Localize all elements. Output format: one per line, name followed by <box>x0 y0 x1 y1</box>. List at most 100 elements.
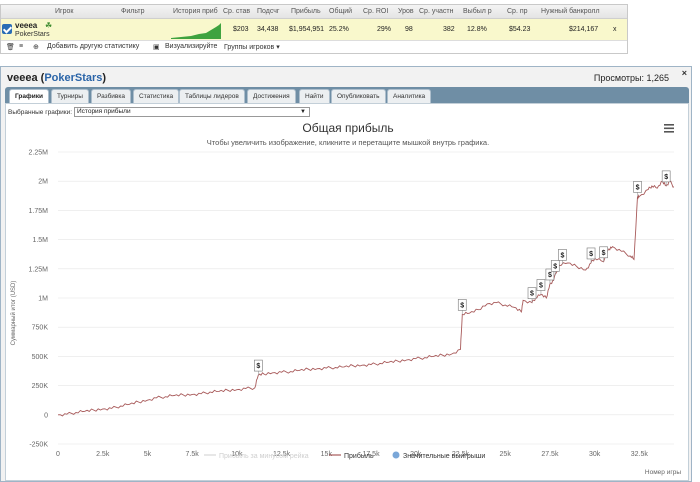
cell-avg-entrants: 382 <box>443 26 455 33</box>
svg-text:$: $ <box>602 250 606 257</box>
x-tick-label: 25k <box>500 451 512 458</box>
add-icon[interactable]: ⊕ <box>33 44 39 51</box>
tab-breakdown[interactable]: Разбивка <box>91 89 131 103</box>
tab-analytics[interactable]: Аналитика <box>387 89 432 103</box>
legend-item-big-wins[interactable]: Значительные выигрыши <box>403 453 485 460</box>
tab-leaderboards[interactable]: Таблицы лидеров <box>179 89 245 103</box>
big-win-marker[interactable]: $ <box>254 359 263 376</box>
big-win-marker[interactable]: $ <box>633 181 642 197</box>
col-header-level[interactable]: Уров <box>398 8 414 15</box>
x-tick-label: 30k <box>589 451 601 458</box>
big-win-marker[interactable]: $ <box>586 247 596 263</box>
big-win-marker[interactable]: $ <box>550 260 560 276</box>
remove-row-button[interactable]: x <box>613 26 617 33</box>
chevron-down-icon: ▼ <box>300 109 306 115</box>
tab-statistics[interactable]: Статистика <box>133 89 180 103</box>
tab-charts[interactable]: Графики <box>9 89 49 103</box>
svg-text:$: $ <box>530 291 534 298</box>
svg-text:$: $ <box>636 184 640 191</box>
legend-item-profit[interactable]: Прибыль <box>344 452 374 460</box>
big-win-marker[interactable]: $ <box>661 170 671 186</box>
y-tick-label: 1M <box>38 296 48 303</box>
big-win-marker[interactable]: $ <box>558 249 567 265</box>
big-win-marker[interactable]: $ <box>527 287 537 303</box>
row-checkbox[interactable] <box>2 24 12 34</box>
y-axis: -250K 0 250K 500K 750K 1M 1.25M 1.5M 1.75M 2M 2.25… <box>29 150 49 449</box>
col-header-avg-stake[interactable]: Ср. став <box>223 8 251 15</box>
list-icon[interactable]: ≡ <box>19 43 24 50</box>
x-tick-label: 15k <box>321 451 333 458</box>
tab-publish[interactable]: Опубликовать <box>331 89 386 103</box>
x-tick-label: 2.5k <box>96 451 110 458</box>
views-count: Просмотры: 1,265 <box>593 73 669 83</box>
col-header-knocked[interactable]: Выбыл р <box>463 8 492 15</box>
tabs-bar: Графики Турниры Разбивка Статистика Табл… <box>5 87 689 103</box>
x-axis: 0 2.5k 5k 7.5k 10k 12.5k 15k 17.5k 20k 22.5k 25k 27… <box>56 451 648 458</box>
svg-text:$: $ <box>539 282 543 289</box>
col-header-history[interactable]: История приб <box>173 8 218 15</box>
x-tick-label: 10k <box>231 451 243 458</box>
tab-tournaments[interactable]: Турниры <box>51 89 89 103</box>
col-header-avg-roi[interactable]: Ср. ROI <box>363 8 389 15</box>
x-tick-label: 20k <box>410 451 422 458</box>
svg-text:$: $ <box>256 363 260 370</box>
cell-total: 25.2% <box>329 26 349 33</box>
x-tick-label: 27.5k <box>541 451 559 458</box>
chevron-down-icon: ▾ <box>276 44 280 51</box>
player-groups-label: Группы игроков <box>224 44 275 51</box>
tab-achievements[interactable]: Достижения <box>247 89 296 103</box>
svg-text:$: $ <box>560 252 564 259</box>
legend-item-rake[interactable]: Прибыль за минусом рейка <box>219 452 309 460</box>
close-icon[interactable]: × <box>681 68 687 78</box>
chart-icon[interactable]: ▣ <box>153 44 160 51</box>
panel-site-link[interactable]: PokerStars <box>44 72 103 84</box>
cell-avg-roi: 29% <box>377 26 392 33</box>
y-tick-label: 750K <box>32 325 49 332</box>
svg-text:$: $ <box>548 272 552 279</box>
y-tick-label: -250K <box>29 442 48 449</box>
profit-sparkline <box>171 23 221 39</box>
svg-text:$: $ <box>664 174 668 181</box>
profit-series-line <box>57 180 674 417</box>
leaf-icon: ☘ <box>45 21 53 30</box>
menu-icon[interactable] <box>664 124 674 133</box>
cell-avg-prize: $54.23 <box>509 26 531 33</box>
player-name[interactable]: veeea <box>15 21 38 30</box>
y-tick-label: 1.5M <box>32 237 48 244</box>
panel-player-name: veeea <box>7 72 38 84</box>
player-panel: veeea (PokerStars) Просмотры: 1,265 × Гр… <box>0 66 692 482</box>
x-tick-label: 22.5k <box>452 451 470 458</box>
svg-text:$: $ <box>553 263 557 270</box>
chart-title: Общая прибыль <box>302 121 393 135</box>
panel-title: veeea (PokerStars) <box>7 72 107 84</box>
profit-chart[interactable]: -250K 0 250K 500K 750K 1M 1.25M 1.5M 1.75M 2M 2.25… <box>6 118 690 480</box>
col-header-total[interactable]: Общий <box>329 8 353 15</box>
cell-knocked: 12.8% <box>467 26 487 33</box>
trash-icon[interactable]: 🗑 <box>6 44 15 51</box>
col-header-avg-prize[interactable]: Ср. пр <box>507 8 528 15</box>
svg-text:$: $ <box>589 251 593 258</box>
big-win-marker[interactable]: $ <box>536 279 546 295</box>
chart-select[interactable]: История прибыли ▼ <box>74 107 310 117</box>
x-tick-label: 0 <box>56 451 60 458</box>
col-header-filter[interactable]: Фильтр <box>121 8 145 15</box>
visualize-button[interactable]: Визуализируйте <box>165 43 218 50</box>
y-tick-label: 2.25M <box>29 150 49 157</box>
tab-find[interactable]: Найти <box>299 89 330 103</box>
col-header-bankroll[interactable]: Нужный банкролл <box>541 8 600 15</box>
big-win-marker[interactable]: $ <box>545 268 555 284</box>
big-win-marker[interactable]: $ <box>457 299 467 315</box>
table-row[interactable]: veeea ☘ PokerStars $203 34,438 $1,954,95… <box>1 19 627 41</box>
col-header-avg-entrants[interactable]: Ср. участн <box>419 8 454 15</box>
big-win-marker[interactable]: $ <box>599 246 608 262</box>
col-header-count[interactable]: Подсчг <box>257 8 280 15</box>
chart-legend: Прибыль за минусом рейка Прибыль Значите… <box>204 451 485 460</box>
col-header-profit[interactable]: Прибыль <box>291 8 321 15</box>
y-tick-label: 2M <box>38 179 48 186</box>
add-stats-button[interactable]: Добавить другую статистику <box>47 43 140 50</box>
col-header-player[interactable]: Игрок <box>55 8 74 15</box>
player-groups-button[interactable]: Группы игроков ▾ <box>224 43 280 51</box>
y-tick-label: 1.75M <box>29 208 49 215</box>
chart-select-label: Выбранные графики: <box>8 109 73 116</box>
x-axis-label: Номер игры <box>645 469 681 476</box>
